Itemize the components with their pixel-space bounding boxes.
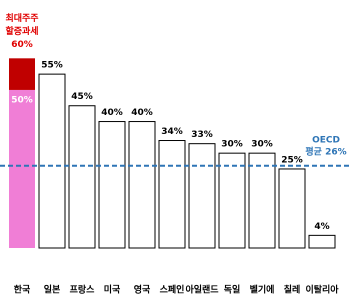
value-label: 25% [281,155,303,165]
value-label: 50% [11,95,33,105]
value-label: 30% [221,140,243,150]
x-tick-label: 영국 [134,284,151,296]
x-tick-label: 한국 [14,284,31,296]
bar [308,234,336,249]
reference-label: OECD [312,135,340,145]
value-label: 4% [314,222,329,232]
annotation: 최대주주 [5,12,38,24]
x-tick-label: 일본 [44,284,61,296]
annotation: 60% [11,40,33,50]
value-label: 40% [101,108,123,118]
x-tick-label: 칠레 [284,284,301,296]
value-label: 33% [191,130,213,140]
x-tick-label: 스페인 [160,284,185,296]
bar [158,140,186,249]
bar [248,152,276,249]
annotation: 할증과세 [5,25,38,37]
value-label: 30% [251,140,273,150]
bar [38,73,66,249]
bar-segment [9,58,35,90]
x-tick-label: 독일 [224,284,241,296]
x-tick-label: 프랑스 [70,284,96,296]
reference-label: 평균 26% [305,145,346,157]
bar [218,152,246,249]
bar [128,121,156,249]
x-tick-label: 이탈리아 [305,284,339,296]
value-label: 40% [131,108,153,118]
bar [278,168,306,249]
bar [68,105,96,249]
bar [98,121,126,249]
value-label: 34% [161,127,183,137]
value-label: 45% [71,92,93,102]
x-tick-label: 아일랜드 [185,284,219,296]
bar [188,143,216,249]
bar [9,89,35,248]
x-tick-label: 미국 [104,284,121,296]
x-tick-label: 벨기에 [250,284,275,296]
value-label: 55% [41,61,63,71]
